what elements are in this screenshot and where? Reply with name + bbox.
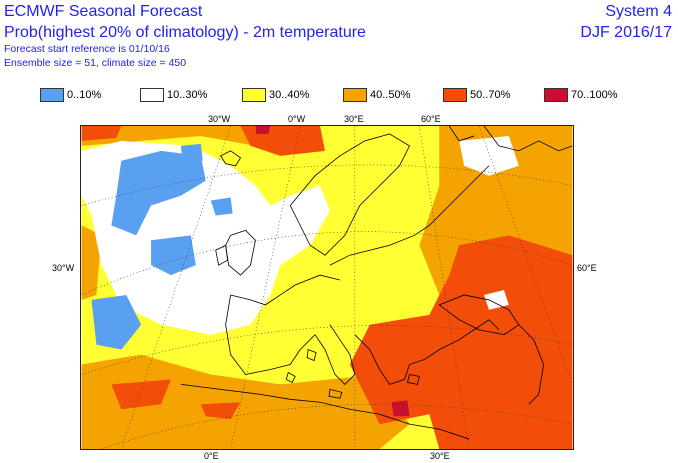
field-0-10-spot	[180, 143, 203, 162]
ensemble-size: Ensemble size = 51, climate size = 450	[4, 57, 187, 69]
field-0-10-south	[91, 294, 142, 350]
forecast-reference: Forecast start reference is 01/10/16	[4, 43, 170, 55]
legend-item-50-70: 50..70%	[443, 88, 510, 102]
legend-label: 0..10%	[67, 89, 102, 101]
legend-item-0-10: 0..10%	[40, 88, 101, 102]
legend-item-30-40: 30..40%	[242, 88, 309, 102]
legend-label: 30..40%	[269, 89, 310, 101]
tick-bottom-30e: 30°E	[430, 451, 450, 461]
map-area: 30°W 0°W 30°E 60°E 30°W 60°E 0°E 30°E	[52, 114, 597, 461]
legend-swatch	[242, 88, 266, 102]
field-10-30-arctic	[459, 135, 519, 176]
legend-label: 50..70%	[470, 89, 511, 101]
field-70-100-spot	[391, 400, 410, 417]
map-title: ECMWF Seasonal Forecast	[4, 3, 203, 20]
system-label: System 4	[605, 3, 672, 20]
tick-right-60e: 60°E	[577, 263, 597, 273]
field-0-10-mid	[151, 235, 196, 276]
legend-swatch	[343, 88, 367, 102]
tick-top-30e: 30°E	[344, 114, 364, 124]
field-40-50-south	[81, 354, 410, 449]
legend-label: 10..30%	[167, 89, 208, 101]
legend-swatch	[544, 88, 568, 102]
tick-bottom-0e: 0°E	[204, 451, 219, 461]
field-70-100-spot	[255, 126, 271, 134]
graticule	[81, 126, 573, 449]
coastlines	[180, 126, 573, 440]
legend-item-10-30: 10..30%	[140, 88, 207, 102]
legend-swatch	[443, 88, 467, 102]
field-50-70-nw	[81, 126, 122, 141]
legend-label: 40..50%	[370, 89, 411, 101]
legend-item-70-100: 70..100%	[544, 88, 617, 102]
field-40-50-north	[81, 126, 256, 146]
legend-swatch	[40, 88, 64, 102]
field-50-70-atlantic	[111, 379, 171, 410]
tick-top-30w: 30°W	[208, 114, 231, 124]
legend-label: 70..100%	[571, 89, 618, 101]
map-subtitle: Prob(highest 20% of climatology) - 2m te…	[4, 24, 366, 41]
legend-item-40-50: 40..50%	[343, 88, 410, 102]
field-0-10-spot	[210, 197, 233, 216]
probability-map	[80, 125, 574, 450]
legend-swatch	[140, 88, 164, 102]
tick-top-60e: 60°E	[421, 114, 441, 124]
season-label: DJF 2016/17	[580, 24, 672, 41]
field-50-70-sahara	[200, 402, 241, 420]
tick-left-30w: 30°W	[52, 263, 75, 273]
tick-top-0w: 0°W	[288, 114, 306, 124]
field-40-50-west	[81, 225, 102, 300]
field-0-10-north	[111, 150, 206, 236]
field-50-70-southeast	[349, 235, 573, 449]
field-10-30-spot	[484, 289, 509, 310]
